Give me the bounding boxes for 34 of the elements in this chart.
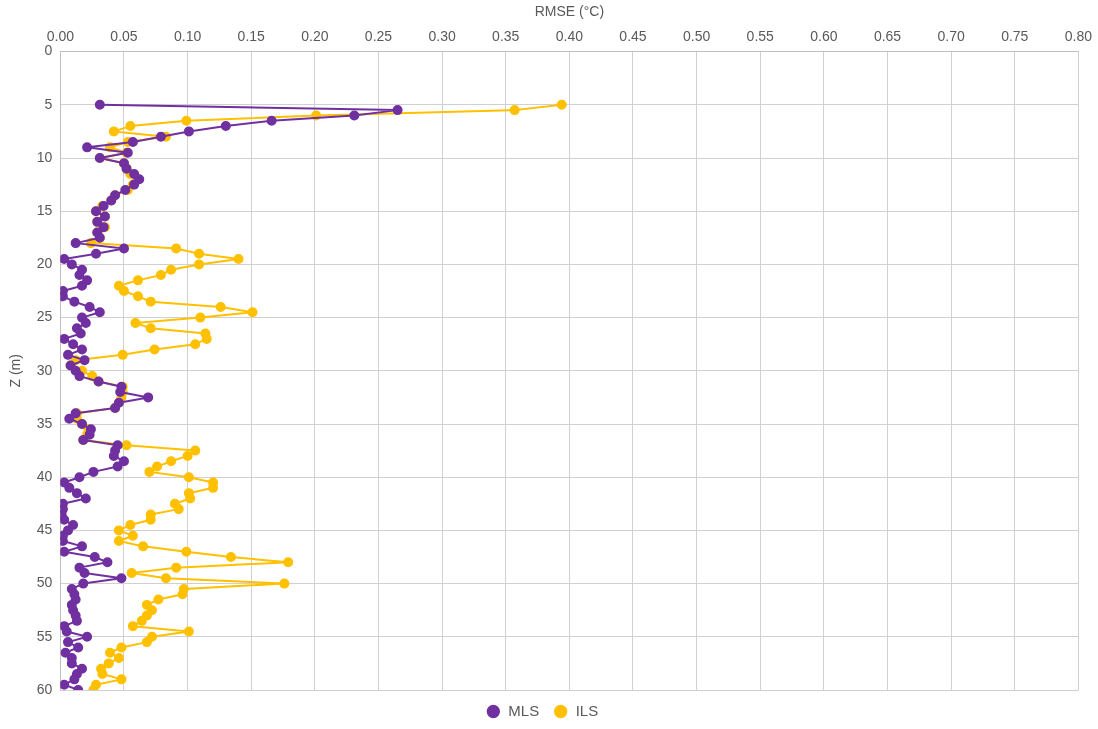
x-axis-title: RMSE (°C)	[534, 3, 605, 20]
y-tick-label: 30	[36, 361, 53, 378]
x-tick-label: 0.20	[301, 28, 329, 45]
y-tick-label: 35	[36, 414, 53, 431]
x-tick-label: 0.60	[810, 28, 838, 45]
x-tick-label: 0.70	[937, 28, 965, 45]
x-tick-label: 0.35	[492, 28, 520, 45]
y-tick-label: 45	[36, 521, 53, 538]
y-tick-label: 60	[36, 680, 53, 697]
x-tick-label: 0.65	[873, 28, 902, 45]
x-tick-label: 0.40	[555, 28, 584, 45]
x-tick-label: 0.75	[1001, 28, 1029, 45]
y-tick-label: 25	[36, 308, 53, 325]
x-tick-label: 0.50	[683, 28, 711, 45]
y-tick-label: 50	[36, 574, 53, 591]
x-tick-label: 0.80	[1064, 28, 1093, 45]
x-tick-label: 0.15	[237, 28, 266, 45]
y-tick-label: 15	[36, 202, 53, 219]
x-tick-label: 0.30	[428, 28, 456, 45]
x-tick-label: 0.00	[46, 28, 75, 45]
x-tick-label: 0.45	[619, 28, 647, 45]
y-tick-label: 0	[44, 42, 53, 59]
y-tick-label: 20	[36, 255, 53, 272]
y-axis-title: Z (m)	[7, 354, 24, 388]
legend-label: MLS	[508, 701, 540, 719]
y-tick-label: 10	[36, 148, 53, 165]
x-tick-label: 0.25	[364, 28, 393, 45]
x-tick-label: 0.10	[174, 28, 202, 45]
legend-label: ILS	[575, 701, 599, 719]
x-tick-label: 0.05	[110, 28, 138, 45]
y-tick-label: 40	[36, 468, 53, 485]
x-tick-label: 0.55	[746, 28, 775, 45]
y-tick-label: 5	[44, 95, 53, 112]
y-tick-label: 55	[36, 627, 53, 644]
